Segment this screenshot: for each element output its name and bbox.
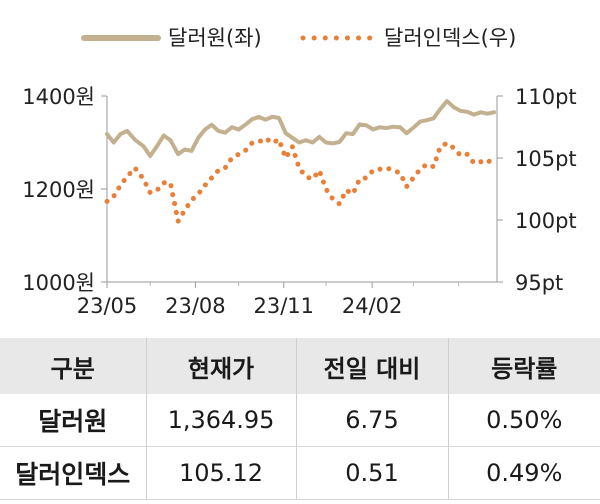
right-tick-label: 110pt [515,85,577,109]
x-tick-label: 23/11 [253,294,314,318]
exchange-rate-chart: 달러원(좌) 달러인덱스(우) 1400원 1200원 1000원 110pt 105p… [22,26,576,318]
x-tick-label: 24/02 [342,294,403,318]
row-rate: 0.50% [448,394,600,447]
table-row: 달러원 1,364.95 6.75 0.50% [0,394,600,447]
series-line-dxy [104,135,497,224]
row-price: 105.12 [146,446,297,500]
table-row: 달러인덱스 105.12 0.51 0.49% [0,446,600,500]
plot-area [104,99,497,224]
row-change: 6.75 [296,394,449,447]
chart-axes [106,96,498,283]
left-tick-label: 1200원 [22,178,95,202]
row-price: 1,364.95 [146,394,297,447]
legend: 달러원(좌) 달러인덱스(우) [81,26,516,50]
right-tick-label: 100pt [515,209,577,233]
table-header-row: 구분 현재가 전일 대비 등락률 [0,338,600,394]
legend-label-usdkrw: 달러원(좌) [168,26,262,50]
row-change: 0.51 [296,446,449,500]
row-rate: 0.49% [448,446,600,500]
left-tick-label: 1400원 [22,85,95,109]
fx-summary-table: 구분 현재가 전일 대비 등락률 달러원 1,364.95 6.75 0.50%… [0,338,600,500]
left-tick-label: 1000원 [22,271,95,295]
tick-labels: 1400원 1200원 1000원 110pt 105pt 100pt 95pt 23/05 2… [22,85,576,318]
row-name: 달러인덱스 [0,446,147,500]
header-change-rate: 등락률 [448,338,600,394]
row-name: 달러원 [0,394,147,447]
legend-label-dxy: 달러인덱스(우) [384,26,516,50]
x-tick-label: 23/08 [165,294,226,318]
x-tick-label: 23/05 [77,294,138,318]
series-line-usdkrw [105,99,497,158]
right-tick-label: 95pt [515,271,563,295]
header-category: 구분 [0,338,147,394]
header-current-price: 현재가 [146,338,297,394]
header-change: 전일 대비 [296,338,449,394]
right-tick-label: 105pt [515,147,577,171]
